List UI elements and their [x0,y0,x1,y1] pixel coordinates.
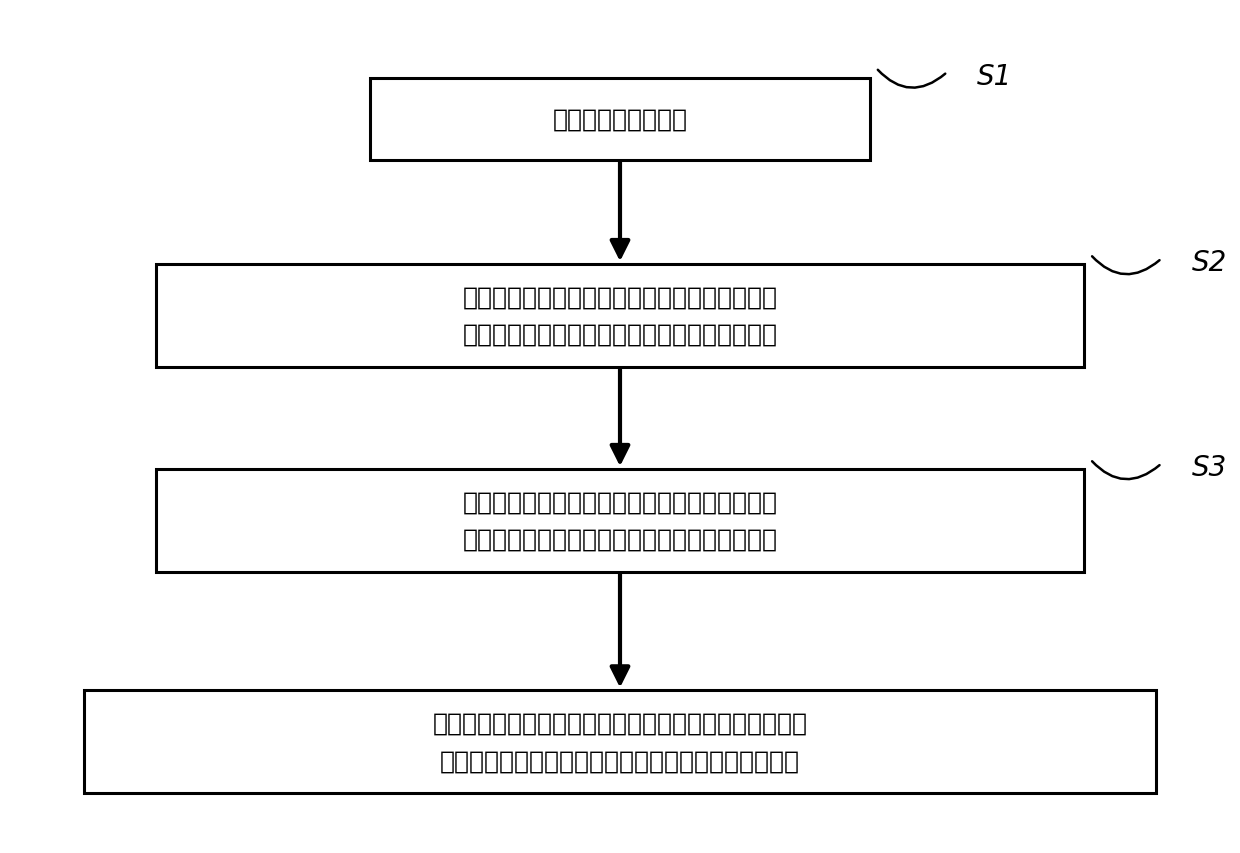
Text: S1: S1 [977,63,1012,90]
Text: S3: S3 [1192,454,1226,482]
Text: 基于资源预测算法和资源调度算法，搞建仿真模型，基于
所述仿真模型对资源预测算法和资源调度算法进行验证: 基于资源预测算法和资源调度算法，搞建仿真模型，基于 所述仿真模型对资源预测算法和… [433,711,807,772]
FancyBboxPatch shape [156,264,1084,367]
Text: 构建资源调度算法框架，基于所述资源调度算法
框架对所述保障节点需要的资源和人员进行调度: 构建资源调度算法框架，基于所述资源调度算法 框架对所述保障节点需要的资源和人员进… [463,490,777,551]
FancyBboxPatch shape [84,691,1156,793]
FancyBboxPatch shape [370,78,870,160]
Text: 构建资源预测算法框架，基于所述资源预测算法
框架对所述保障节点需要的资源和人员进行调度: 构建资源预测算法框架，基于所述资源预测算法 框架对所述保障节点需要的资源和人员进… [463,286,777,346]
FancyBboxPatch shape [156,469,1084,572]
Text: S2: S2 [1192,249,1226,277]
Text: 确定并获取保障节点: 确定并获取保障节点 [553,107,687,131]
